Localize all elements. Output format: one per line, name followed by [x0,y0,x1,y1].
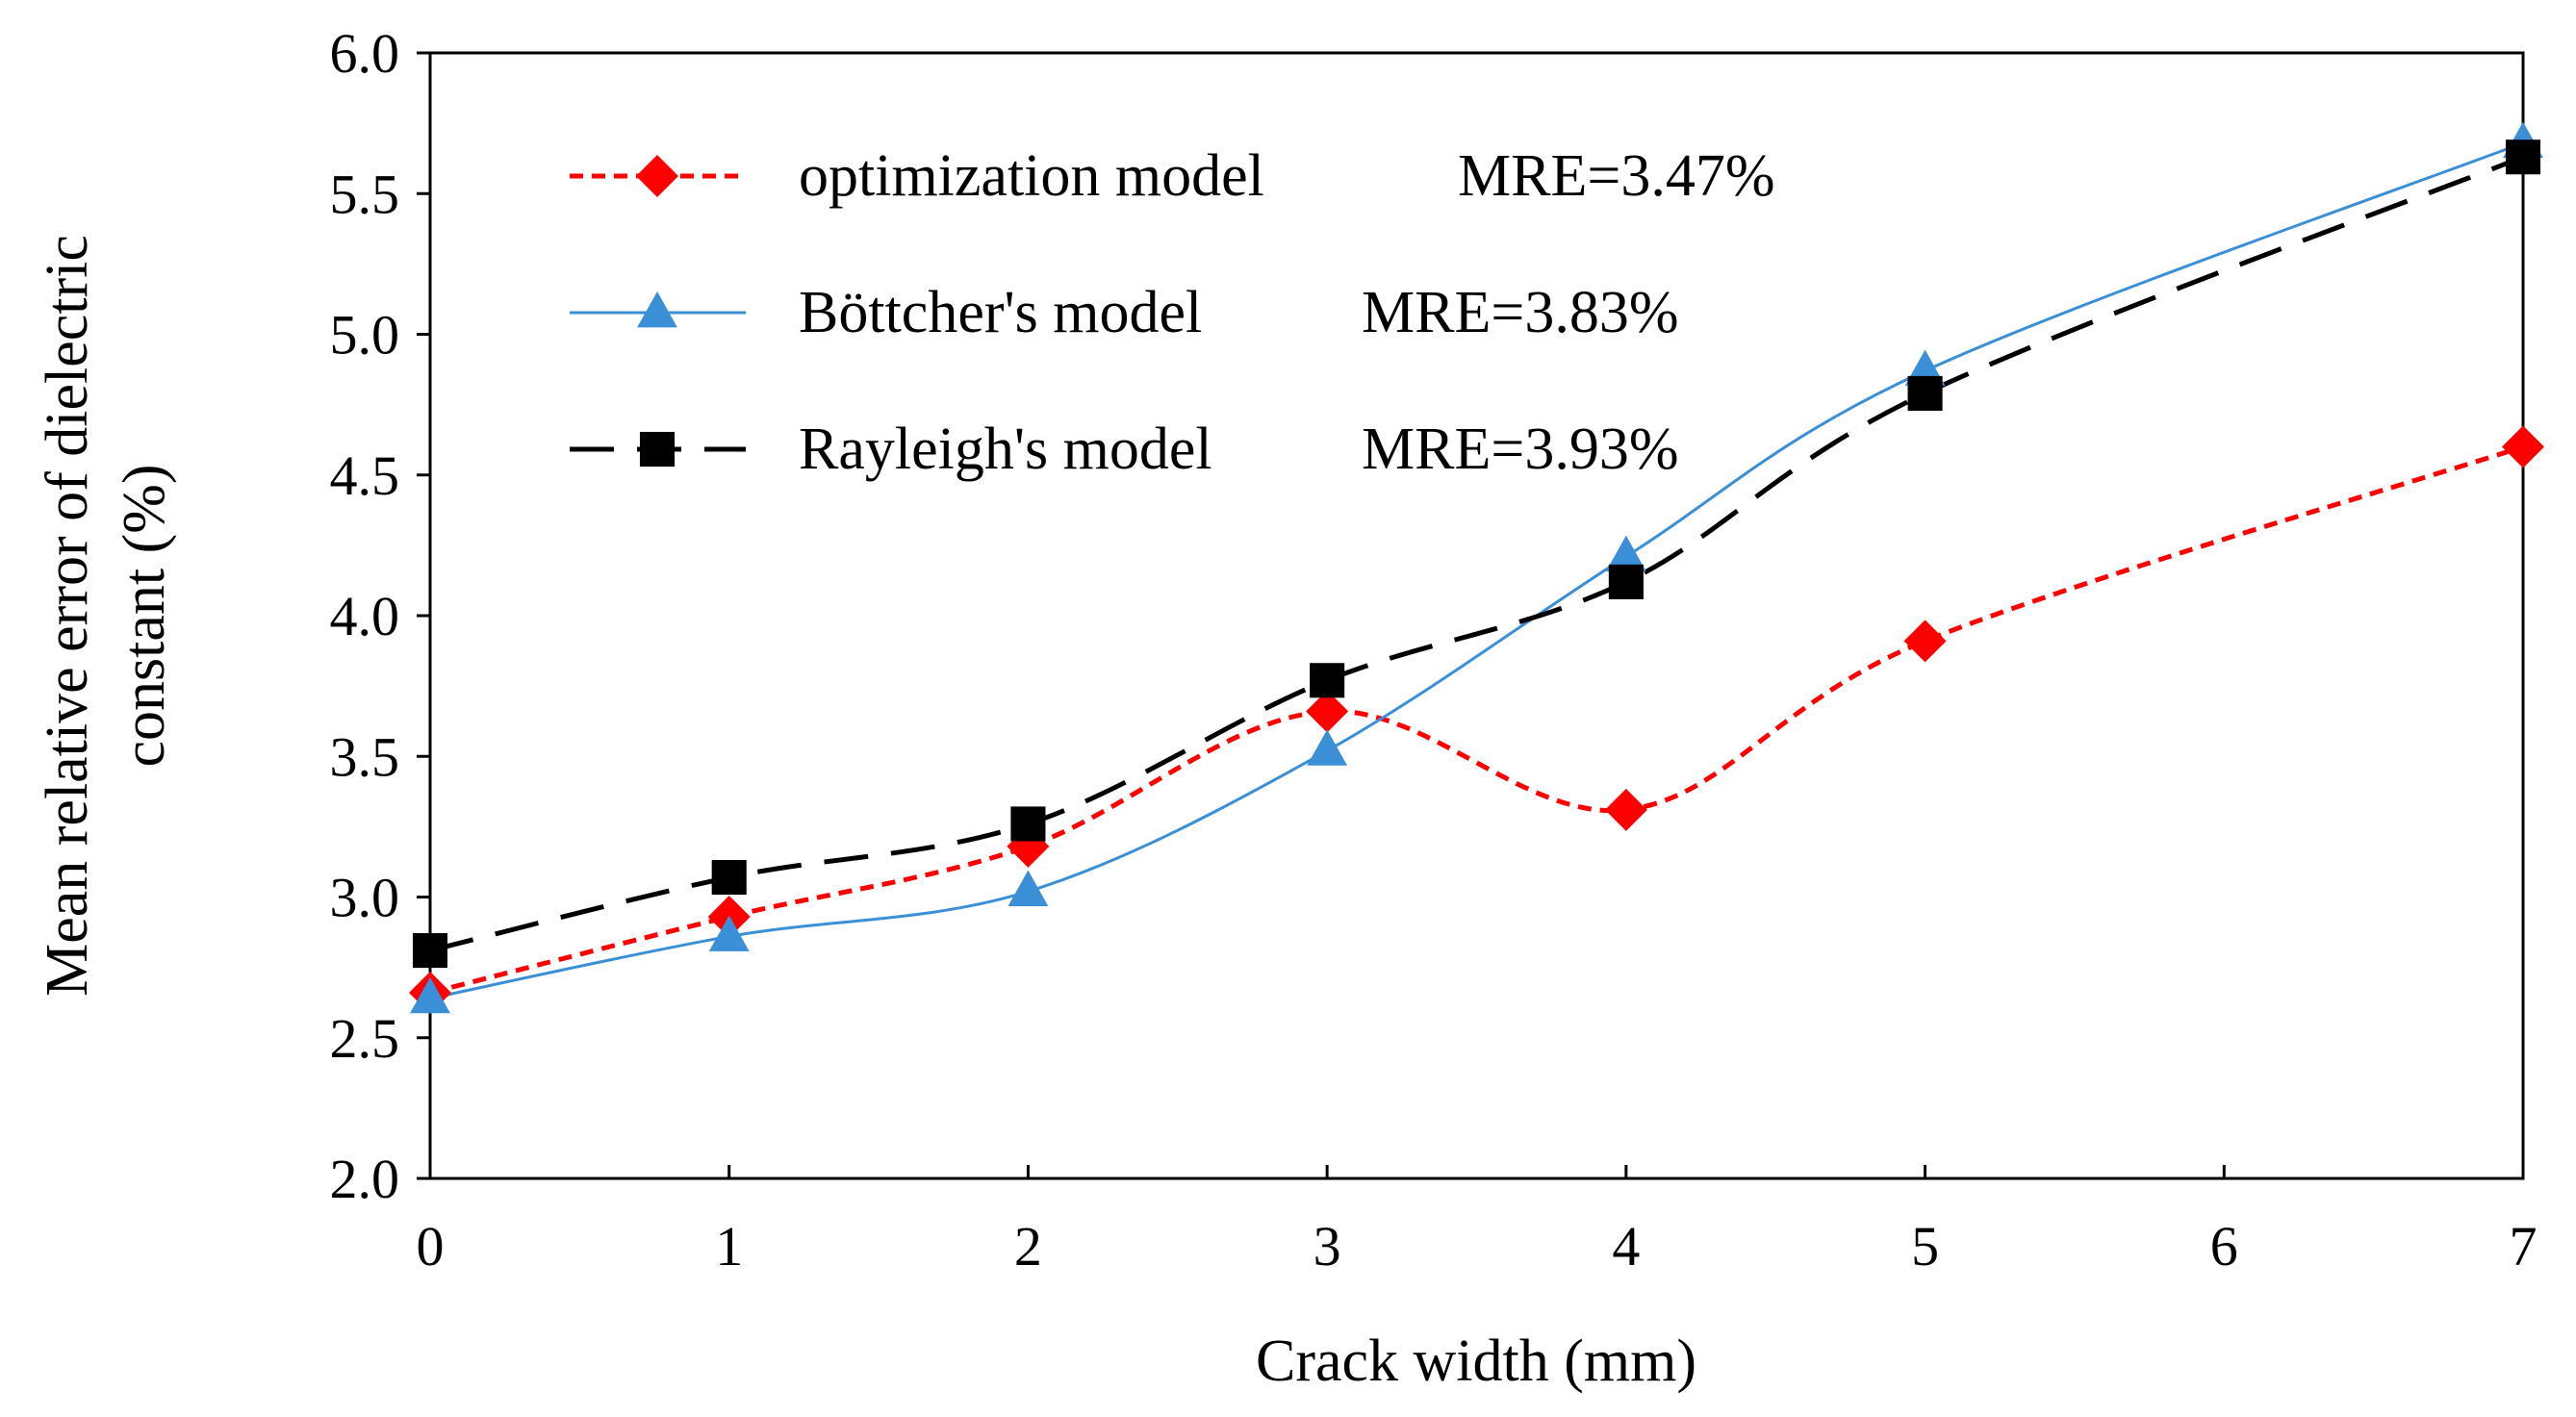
x-tick-label: 4 [1612,1215,1640,1278]
data-point-bottcher [410,976,450,1014]
data-point-rayleigh [412,933,448,969]
y-tick-label: 3.0 [330,867,400,929]
legend-mre-bottcher: MRE=3.83% [1362,280,1678,345]
data-point-optimization [1604,788,1647,831]
y-tick-label: 6.0 [330,22,400,85]
x-tick-label: 7 [2510,1215,2538,1278]
data-point-bottcher [708,915,750,951]
x-tick-label: 3 [1314,1215,1341,1278]
legend: optimization model MRE=3.47% Böttcher's … [570,143,1774,482]
data-point-optimization [1306,690,1349,733]
y-tick-label: 3.5 [330,725,400,788]
y-tick-label: 5.0 [330,304,400,367]
legend-marker-bottcher [637,291,677,328]
legend-symbol-rayleigh [570,431,746,468]
data-point-optimization [1903,620,1947,663]
x-axis-ticks: 0 1 2 3 4 5 6 7 [417,1165,2538,1278]
data-point-rayleigh [1907,375,1943,411]
data-point-rayleigh [2505,139,2541,175]
data-point-optimization [2502,425,2544,468]
y-tick-label: 2.0 [330,1148,400,1210]
y-axis-ticks: 2.0 2.5 3.0 3.5 4.0 4.5 5.0 5.5 6.0 [330,22,430,1210]
y-axis-label-line-2: constant (%) [112,464,177,767]
series-line-rayleigh [429,154,2524,953]
legend-symbol-bottcher [570,291,746,328]
data-point-rayleigh [711,859,747,896]
x-tick-label: 5 [1911,1215,1939,1278]
data-point-rayleigh [1010,806,1046,842]
y-tick-label: 5.5 [330,163,400,225]
x-tick-label: 2 [1014,1215,1042,1278]
plot-area [428,51,2525,1180]
legend-mre-rayleigh: MRE=3.93% [1362,417,1678,482]
data-point-bottcher [1605,535,1646,571]
series-markers [409,121,2544,1014]
y-tick-label: 4.5 [330,444,400,507]
y-tick-label: 4.0 [330,585,400,647]
legend-label-rayleigh: Rayleigh's model [799,417,1212,482]
y-axis-label-line-1: Mean relative error of dielectric [35,235,100,997]
x-axis-label: Crack width (mm) [1256,1328,1696,1394]
legend-mre-optimization: MRE=3.47% [1458,143,1774,209]
data-point-bottcher [1307,729,1348,766]
data-point-rayleigh [1608,564,1644,599]
legend-marker-optimization [636,155,678,197]
legend-label-optimization: optimization model [799,143,1264,209]
data-point-bottcher [1007,870,1049,907]
series-line-bottcher [429,141,2524,1000]
x-tick-label: 0 [417,1215,445,1278]
x-tick-label: 1 [715,1215,743,1278]
y-tick-label: 2.5 [330,1007,400,1070]
series-lines [429,141,2524,1000]
x-tick-label: 6 [2210,1215,2238,1278]
legend-label-bottcher: Böttcher's model [799,280,1202,345]
data-point-rayleigh [1310,663,1345,698]
legend-marker-rayleigh [639,431,676,468]
legend-symbol-optimization [570,155,746,197]
